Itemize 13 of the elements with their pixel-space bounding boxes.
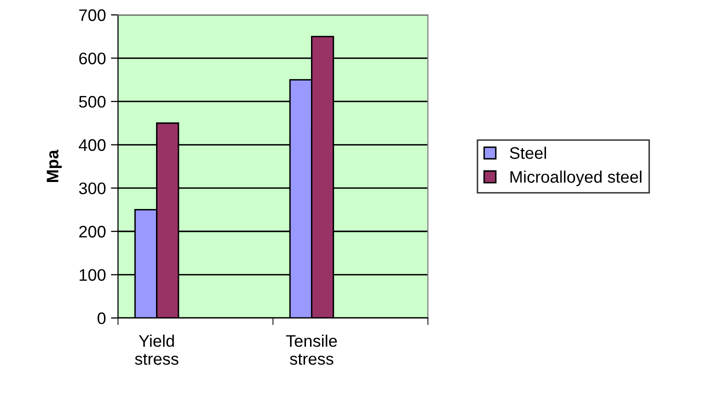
y-axis-title: Mpa bbox=[46, 150, 62, 182]
y-tick-label: 300 bbox=[79, 182, 106, 194]
y-tick-label: 700 bbox=[79, 9, 106, 22]
y-tick-label: 200 bbox=[79, 226, 106, 238]
x-tick-label: Tensile stress bbox=[286, 334, 337, 365]
x-tick-label: Yield stress bbox=[134, 334, 178, 365]
y-tick-label: 100 bbox=[80, 269, 106, 281]
legend-label: Microalloyed steel bbox=[510, 170, 642, 186]
y-tick-label: 600 bbox=[79, 52, 106, 64]
y-tick-label: 400 bbox=[78, 139, 106, 151]
y-tick-label: 500 bbox=[79, 96, 106, 108]
legend-label: Steel bbox=[510, 146, 546, 159]
y-tick-label: 0 bbox=[98, 312, 106, 324]
